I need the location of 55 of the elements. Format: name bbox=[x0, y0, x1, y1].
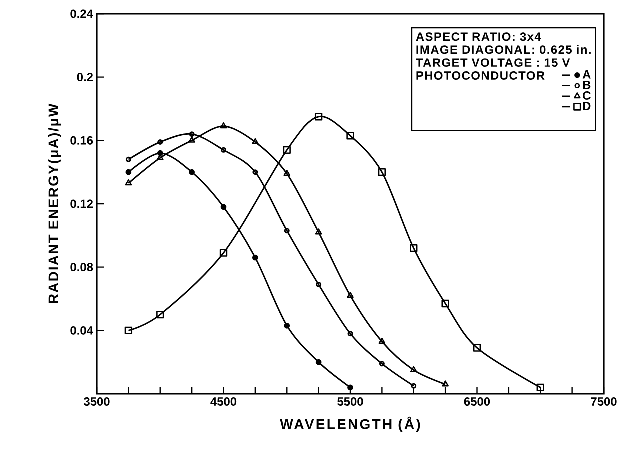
annotation: ASPECT RATIO: 3x4 bbox=[416, 32, 542, 42]
point bbox=[347, 292, 354, 298]
point bbox=[124, 326, 133, 335]
point bbox=[158, 140, 164, 145]
x-tick-label: 7500 bbox=[591, 398, 617, 406]
point bbox=[473, 344, 482, 352]
point bbox=[189, 169, 196, 176]
point bbox=[314, 113, 323, 121]
point bbox=[284, 228, 290, 234]
point bbox=[252, 138, 259, 144]
annotation: IMAGE DIAGONAL: 0.625 in. bbox=[416, 45, 591, 54]
point bbox=[284, 170, 291, 176]
point bbox=[316, 359, 322, 366]
point bbox=[126, 169, 132, 176]
point bbox=[252, 170, 258, 176]
point bbox=[348, 331, 354, 337]
y-tick-label: 0.16 bbox=[70, 136, 94, 145]
point bbox=[220, 204, 227, 210]
x-tick-label: 3500 bbox=[84, 398, 110, 406]
y-axis-title: RADIANT ENERGY(μA)/μW bbox=[48, 104, 62, 304]
point bbox=[284, 322, 290, 329]
legend-title: PHOTOCONDUCTOR bbox=[416, 72, 545, 80]
point bbox=[348, 384, 354, 391]
legend-label: D bbox=[583, 102, 591, 110]
point bbox=[188, 136, 196, 143]
y-tick-label: 0.04 bbox=[70, 326, 94, 335]
point bbox=[156, 310, 164, 319]
point bbox=[316, 282, 322, 288]
point bbox=[410, 244, 418, 252]
x-tick-label: 4500 bbox=[210, 398, 237, 406]
y-tick-label: 0.12 bbox=[70, 200, 94, 208]
y-tick-label: 0.2 bbox=[77, 73, 94, 82]
annotation: TARGET VOLTAGE : 15 V bbox=[416, 58, 570, 68]
point bbox=[220, 249, 228, 257]
legend-label: C bbox=[583, 92, 591, 100]
x-axis-title: WAVELENGTH (Å) bbox=[280, 416, 420, 432]
point bbox=[410, 366, 418, 372]
point bbox=[220, 122, 228, 129]
point bbox=[252, 254, 258, 261]
point bbox=[536, 384, 544, 392]
point bbox=[346, 132, 354, 140]
point bbox=[315, 228, 322, 235]
point bbox=[442, 300, 450, 308]
point bbox=[221, 147, 226, 153]
y-tick-label: 0.24 bbox=[70, 10, 94, 18]
y-tick-label: 0.08 bbox=[70, 263, 94, 272]
point bbox=[283, 146, 291, 154]
point bbox=[378, 168, 386, 176]
point bbox=[378, 338, 386, 344]
x-tick-label: 6500 bbox=[464, 398, 490, 406]
point bbox=[189, 132, 195, 138]
legend-label: B bbox=[583, 81, 591, 90]
legend-label: A bbox=[582, 70, 591, 79]
x-tick-label: 5500 bbox=[338, 398, 364, 406]
point bbox=[379, 361, 385, 367]
